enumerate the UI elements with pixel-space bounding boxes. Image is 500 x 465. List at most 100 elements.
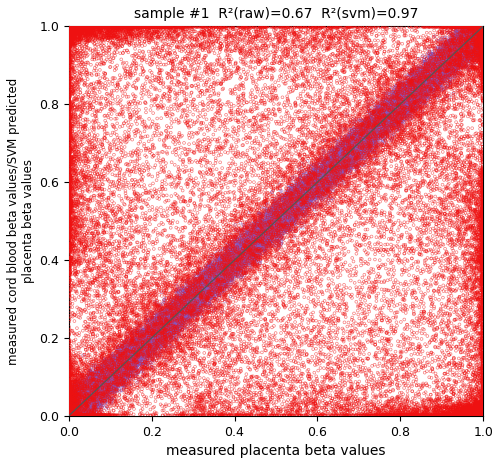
Point [196,412,204,419]
Point [478,51,486,59]
Point [316,184,324,192]
Point [104,100,112,108]
Point [440,412,448,419]
Point [320,175,328,183]
Point [284,350,292,358]
Point [254,231,262,239]
Point [92,240,100,248]
Point [212,412,220,419]
Point [66,400,74,408]
Point [478,230,486,237]
Point [468,27,476,34]
Point [116,134,124,142]
Point [224,259,232,266]
Point [416,72,424,79]
Point [326,166,334,173]
Point [334,166,342,173]
Point [422,123,430,131]
Point [101,377,109,385]
Point [72,412,80,419]
Point [460,216,468,224]
Point [164,315,172,323]
Point [294,185,302,192]
Point [468,401,476,408]
Point [444,41,452,49]
Point [466,262,474,270]
Point [448,23,456,30]
Point [450,35,458,43]
Point [260,145,268,153]
Point [65,130,73,138]
Point [80,23,88,30]
Point [248,306,256,313]
Point [336,160,344,167]
Point [153,320,161,328]
Point [72,403,80,410]
Point [276,169,284,176]
Point [66,241,74,249]
Point [182,289,190,297]
Point [198,295,205,303]
Point [65,410,73,418]
Point [394,107,402,115]
Point [69,27,77,34]
Point [478,23,486,30]
Point [66,412,74,419]
Point [270,135,278,143]
Point [94,380,102,387]
Point [65,378,73,385]
Point [96,380,104,388]
Point [478,32,486,40]
Point [476,23,484,30]
Point [86,174,94,181]
Point [476,23,484,30]
Point [254,229,262,237]
Point [89,377,97,385]
Point [71,23,79,30]
Point [65,412,73,419]
Point [200,287,207,294]
Point [108,365,116,373]
Point [71,183,79,190]
Point [140,83,148,91]
Point [462,403,470,410]
Point [426,57,434,65]
Point [458,33,466,40]
Point [65,412,73,419]
Point [415,191,423,199]
Point [288,204,296,211]
Point [402,50,410,58]
Point [66,23,74,30]
Point [477,37,485,45]
Point [446,42,454,49]
Point [443,265,451,272]
Point [65,406,73,413]
Point [222,262,230,269]
Point [264,233,272,241]
Point [378,106,386,113]
Point [188,296,196,304]
Point [472,412,480,419]
Point [65,23,73,30]
Point [468,37,476,45]
Point [478,27,486,34]
Point [419,65,427,72]
Point [250,405,258,412]
Point [247,404,255,411]
Point [472,398,480,405]
Point [455,412,463,419]
Point [474,29,482,37]
Point [427,237,435,244]
Point [404,58,412,65]
Point [414,412,422,419]
Point [68,412,76,419]
Point [471,211,479,218]
Point [210,361,218,368]
Point [78,106,86,113]
Point [458,412,466,419]
Point [478,23,486,30]
Point [74,411,82,418]
Point [466,375,474,382]
Point [90,56,98,63]
Point [400,93,407,100]
